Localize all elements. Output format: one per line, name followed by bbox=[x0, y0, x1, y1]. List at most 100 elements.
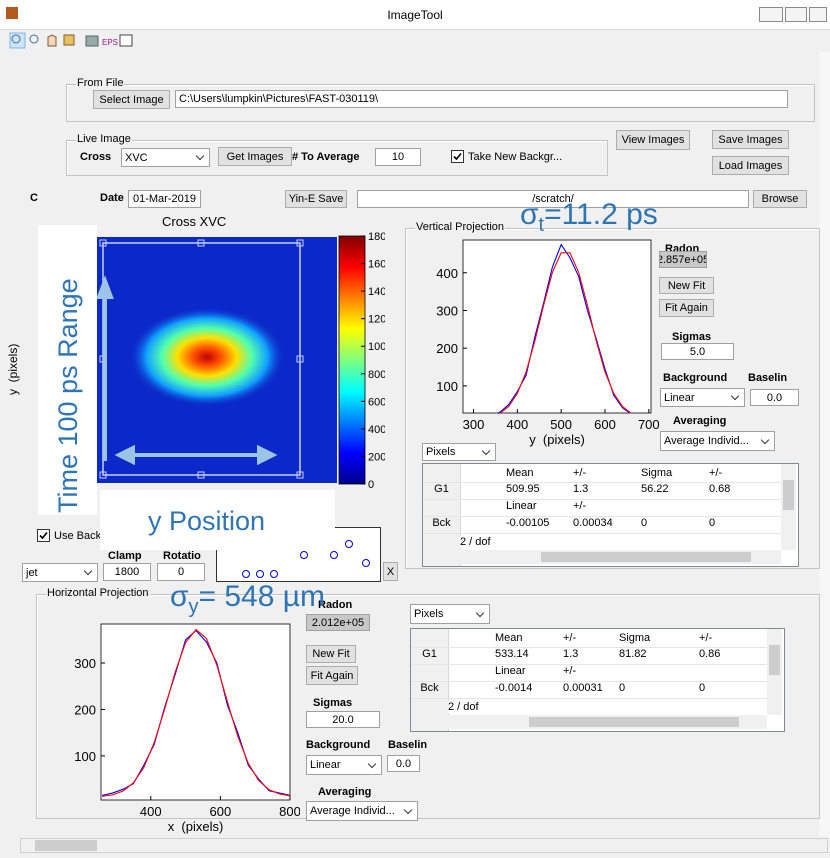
clamp-label: Clamp bbox=[108, 550, 142, 562]
column-header: Sigma bbox=[619, 632, 650, 644]
print-tool[interactable] bbox=[86, 36, 98, 46]
from-file-frame-legend: From File bbox=[76, 77, 124, 89]
row-header: Bck bbox=[411, 682, 448, 694]
take-background-check-label: Take New Backgr... bbox=[468, 151, 562, 163]
row-header: G1 bbox=[423, 483, 460, 495]
new-fit-button[interactable]: New Fit bbox=[306, 645, 356, 663]
browse-button[interactable]: Browse bbox=[753, 190, 807, 208]
horizontal-scrollbar[interactable] bbox=[20, 838, 828, 853]
plot-area bbox=[463, 240, 651, 413]
cross-select-text: XVC bbox=[125, 152, 148, 164]
view-images-button[interactable]: View Images bbox=[616, 130, 690, 150]
y-tick-label: 200 bbox=[74, 702, 96, 717]
scroll-thumb[interactable] bbox=[35, 840, 97, 851]
average-label: # To Average bbox=[292, 151, 359, 163]
radon-field[interactable]: 2.857e+05 bbox=[659, 251, 707, 268]
table-cell: 509.95 bbox=[506, 483, 540, 495]
live-image-frame-legend: Live Image bbox=[76, 133, 132, 145]
averaging-label: Averaging bbox=[318, 786, 371, 798]
background-select[interactable]: Linear bbox=[660, 388, 745, 407]
background-select-arrow bbox=[731, 392, 739, 400]
column-header: +/- bbox=[709, 467, 722, 479]
checkbox[interactable] bbox=[451, 150, 464, 163]
column-header: +/- bbox=[573, 467, 586, 479]
fit-table: Mean+/-Sigma+/-G1533.141.381.820.86Linea… bbox=[410, 628, 785, 732]
table-cell: 0 bbox=[641, 517, 647, 529]
zoom-out-tool[interactable] bbox=[30, 35, 38, 43]
y-tick-label: 200 bbox=[436, 341, 458, 356]
baseline-field[interactable]: 0.0 bbox=[387, 755, 420, 772]
averaging-select[interactable]: Average Individ... bbox=[306, 801, 418, 821]
fit-again-button[interactable]: Fit Again bbox=[659, 299, 714, 317]
vertical-table-thumb[interactable] bbox=[783, 480, 794, 510]
sigmas-field[interactable]: 5.0 bbox=[661, 343, 734, 360]
save-button[interactable]: Yin-E Save bbox=[285, 190, 347, 208]
dof-label: 2 / dof bbox=[448, 701, 479, 713]
background-select[interactable]: Linear bbox=[306, 755, 382, 775]
load-images-button[interactable]: Load Images bbox=[712, 156, 789, 175]
colorbar-tick-label: 1400 bbox=[368, 286, 385, 298]
averaging-select-arrow bbox=[761, 435, 769, 443]
colorbar-tick-label: 1800 bbox=[368, 231, 385, 243]
select-image-button[interactable]: Select Image bbox=[93, 90, 170, 109]
datacursor-tool[interactable] bbox=[64, 35, 74, 45]
vertical-scrollbar[interactable] bbox=[819, 52, 830, 836]
get-images-button[interactable]: Get Images bbox=[218, 147, 292, 166]
clamp-field[interactable]: 1800 bbox=[103, 563, 151, 581]
x-axis-label: y (pixels) bbox=[529, 432, 585, 447]
y-tick-label: 300 bbox=[74, 656, 96, 671]
units-select-text: Pixels bbox=[414, 608, 443, 620]
rotation-field[interactable]: 0 bbox=[157, 563, 205, 581]
checkbox[interactable] bbox=[37, 529, 50, 542]
y-tick-label: 400 bbox=[436, 266, 458, 281]
table-cell: 0.86 bbox=[699, 648, 720, 660]
table-grid-line bbox=[423, 499, 781, 500]
table-cell: Linear bbox=[506, 500, 537, 512]
fit-again-button[interactable]: Fit Again bbox=[306, 666, 358, 685]
column-header: +/- bbox=[563, 632, 576, 644]
averaging-label: Averaging bbox=[673, 415, 726, 427]
path-field[interactable]: C:\Users\lumpkin\Pictures\FAST-030119\ bbox=[175, 90, 788, 108]
column-header: Mean bbox=[506, 467, 534, 479]
row-header: G1 bbox=[411, 648, 448, 660]
table-cell: -0.00105 bbox=[506, 517, 549, 529]
averaging-select-arrow bbox=[404, 805, 412, 813]
row-header: Bck bbox=[423, 517, 460, 529]
date-field[interactable]: 01-Mar-2019 bbox=[128, 190, 201, 208]
minimize-button[interactable] bbox=[759, 7, 783, 22]
y-tick-label: 100 bbox=[436, 379, 458, 394]
properties-tool[interactable] bbox=[120, 35, 132, 46]
colorbar-scale bbox=[339, 236, 365, 484]
sigmas-field[interactable]: 20.0 bbox=[306, 711, 380, 728]
background-select-text: Linear bbox=[310, 759, 341, 771]
horizontal-table-thumb[interactable] bbox=[529, 717, 739, 727]
x-tick-label: 600 bbox=[594, 417, 616, 432]
average-field[interactable]: 10 bbox=[375, 148, 421, 166]
colormap-select[interactable]: jet bbox=[22, 563, 98, 582]
averaging-select[interactable]: Average Individ... bbox=[660, 431, 775, 451]
close-button[interactable] bbox=[809, 7, 827, 22]
date-label: Date bbox=[100, 192, 124, 204]
close-plot-button[interactable]: X bbox=[383, 562, 398, 581]
sigma-subscript: y bbox=[189, 596, 199, 618]
colorbar-tick-label: 400 bbox=[368, 424, 385, 436]
units-select[interactable]: Pixels bbox=[410, 604, 490, 624]
pan-tool[interactable] bbox=[48, 35, 56, 46]
sigma-annotation: σy= 548 µm bbox=[170, 580, 325, 619]
x-tick-label: 500 bbox=[550, 417, 572, 432]
sigmas-label: Sigmas bbox=[672, 331, 711, 343]
projection-plot: 400600800100200300x (pixels) bbox=[55, 615, 300, 835]
eps-tool[interactable]: EPS bbox=[102, 38, 118, 47]
take-background-check[interactable]: Take New Backgr... bbox=[451, 150, 562, 163]
vertical-table-thumb[interactable] bbox=[769, 645, 780, 675]
cross-select[interactable]: XVC bbox=[121, 148, 210, 167]
projection-plot: 300400500600700100200300400y (pixels) bbox=[420, 232, 660, 447]
averaging-select-text: Average Individ... bbox=[310, 805, 395, 817]
new-fit-button[interactable]: New Fit bbox=[659, 277, 714, 294]
maximize-button[interactable] bbox=[785, 7, 807, 22]
baseline-field[interactable]: 0.0 bbox=[750, 389, 799, 406]
horizontal-table-thumb[interactable] bbox=[541, 552, 751, 562]
sigma-value: = 548 µm bbox=[199, 580, 326, 613]
sigma-symbol: σ bbox=[170, 580, 189, 613]
save-images-button[interactable]: Save Images bbox=[712, 130, 789, 149]
